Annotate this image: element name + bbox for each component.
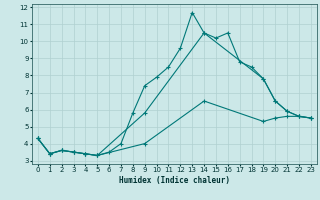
X-axis label: Humidex (Indice chaleur): Humidex (Indice chaleur) [119, 176, 230, 185]
